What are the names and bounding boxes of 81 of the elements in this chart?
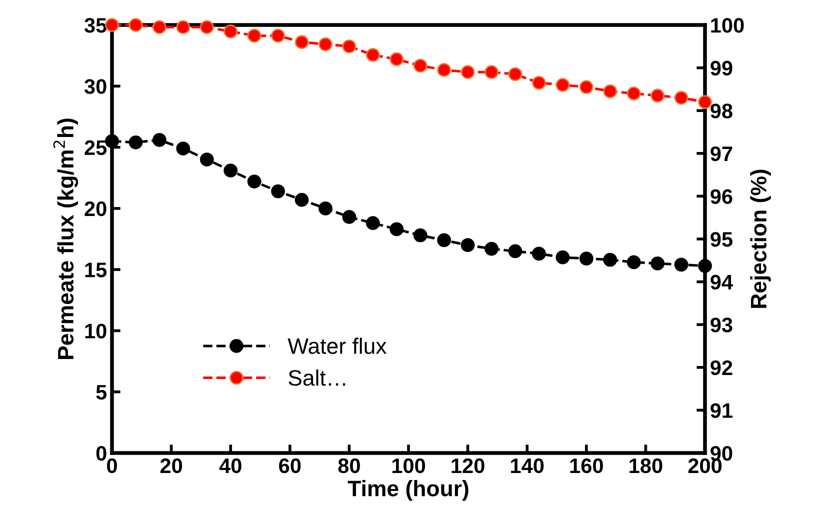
y-tick-label: 25 — [84, 140, 107, 156]
x-axis-title: Time (hour) — [348, 480, 468, 501]
point — [650, 256, 665, 270]
point — [224, 164, 238, 178]
y-axis-title: Permeate flux (kg/m$^{2}$h) — [53, 118, 78, 359]
point — [390, 222, 404, 236]
y2-tick-label: 95 — [710, 232, 732, 247]
point — [674, 258, 688, 272]
y2-tick-label: 94 — [710, 274, 733, 290]
point — [437, 62, 452, 77]
point — [342, 210, 356, 224]
y-tick-label: 30 — [84, 79, 106, 94]
x-tick-label: 0 — [107, 458, 117, 474]
point — [200, 20, 214, 34]
point — [366, 48, 380, 62]
point — [508, 67, 522, 82]
x-tick-label: 80 — [338, 458, 360, 474]
y2-tick-label: 97 — [710, 146, 732, 162]
point — [626, 86, 641, 100]
point — [390, 52, 404, 66]
point — [294, 35, 309, 50]
point — [460, 65, 475, 80]
point — [366, 216, 380, 230]
y2-tick-label: 92 — [710, 360, 732, 376]
point — [437, 233, 452, 248]
legend-label: Water flux — [288, 338, 387, 354]
point — [556, 250, 570, 264]
point — [318, 201, 332, 216]
point — [128, 135, 143, 150]
point — [247, 174, 262, 188]
point — [152, 20, 166, 34]
point — [484, 65, 498, 80]
point — [318, 37, 332, 52]
point — [294, 192, 309, 207]
y-tick-label: 5 — [96, 385, 107, 400]
y-tick-label: 15 — [85, 262, 107, 278]
point — [271, 184, 285, 198]
point — [152, 133, 166, 147]
point — [674, 90, 688, 105]
y2-axis-title: Rejection (%) — [750, 170, 771, 308]
x-tick-label: 20 — [160, 458, 182, 474]
y-tick-label: 0 — [96, 446, 106, 461]
point — [508, 244, 522, 258]
point — [579, 80, 594, 94]
point — [650, 88, 665, 103]
point — [128, 18, 143, 32]
y2-tick-label: 99 — [710, 60, 732, 76]
x-tick-label: 180 — [630, 458, 662, 474]
point — [532, 76, 546, 90]
point — [603, 252, 618, 267]
point — [271, 28, 285, 43]
point — [484, 242, 498, 256]
x-tick-label: 120 — [452, 458, 484, 474]
point — [626, 255, 641, 270]
point — [556, 78, 570, 92]
y2-tick-label: 98 — [710, 104, 732, 118]
y2-tick-label: 100 — [711, 18, 744, 33]
point — [200, 152, 214, 166]
y2-tick-label: 96 — [710, 189, 732, 204]
point — [698, 95, 712, 109]
x-tick-label: 60 — [279, 458, 301, 474]
point — [603, 84, 618, 98]
x-tick-label: 40 — [219, 458, 242, 474]
point — [176, 142, 190, 156]
point — [460, 238, 475, 252]
point — [413, 228, 428, 242]
y-tick-label: 20 — [84, 201, 106, 216]
x-tick-label: 140 — [511, 458, 544, 474]
point — [247, 28, 262, 43]
legend-label: Salt… — [288, 369, 346, 386]
x-tick-label: 160 — [570, 458, 603, 474]
y-tick-label: 10 — [85, 324, 106, 338]
point — [532, 246, 546, 261]
point — [224, 24, 238, 38]
point — [579, 252, 594, 266]
point — [176, 20, 190, 34]
x-tick-label: 100 — [392, 458, 426, 474]
y2-tick-label: 93 — [710, 318, 732, 332]
point — [413, 58, 428, 73]
point — [342, 39, 356, 54]
y2-tick-label: 91 — [710, 403, 732, 418]
